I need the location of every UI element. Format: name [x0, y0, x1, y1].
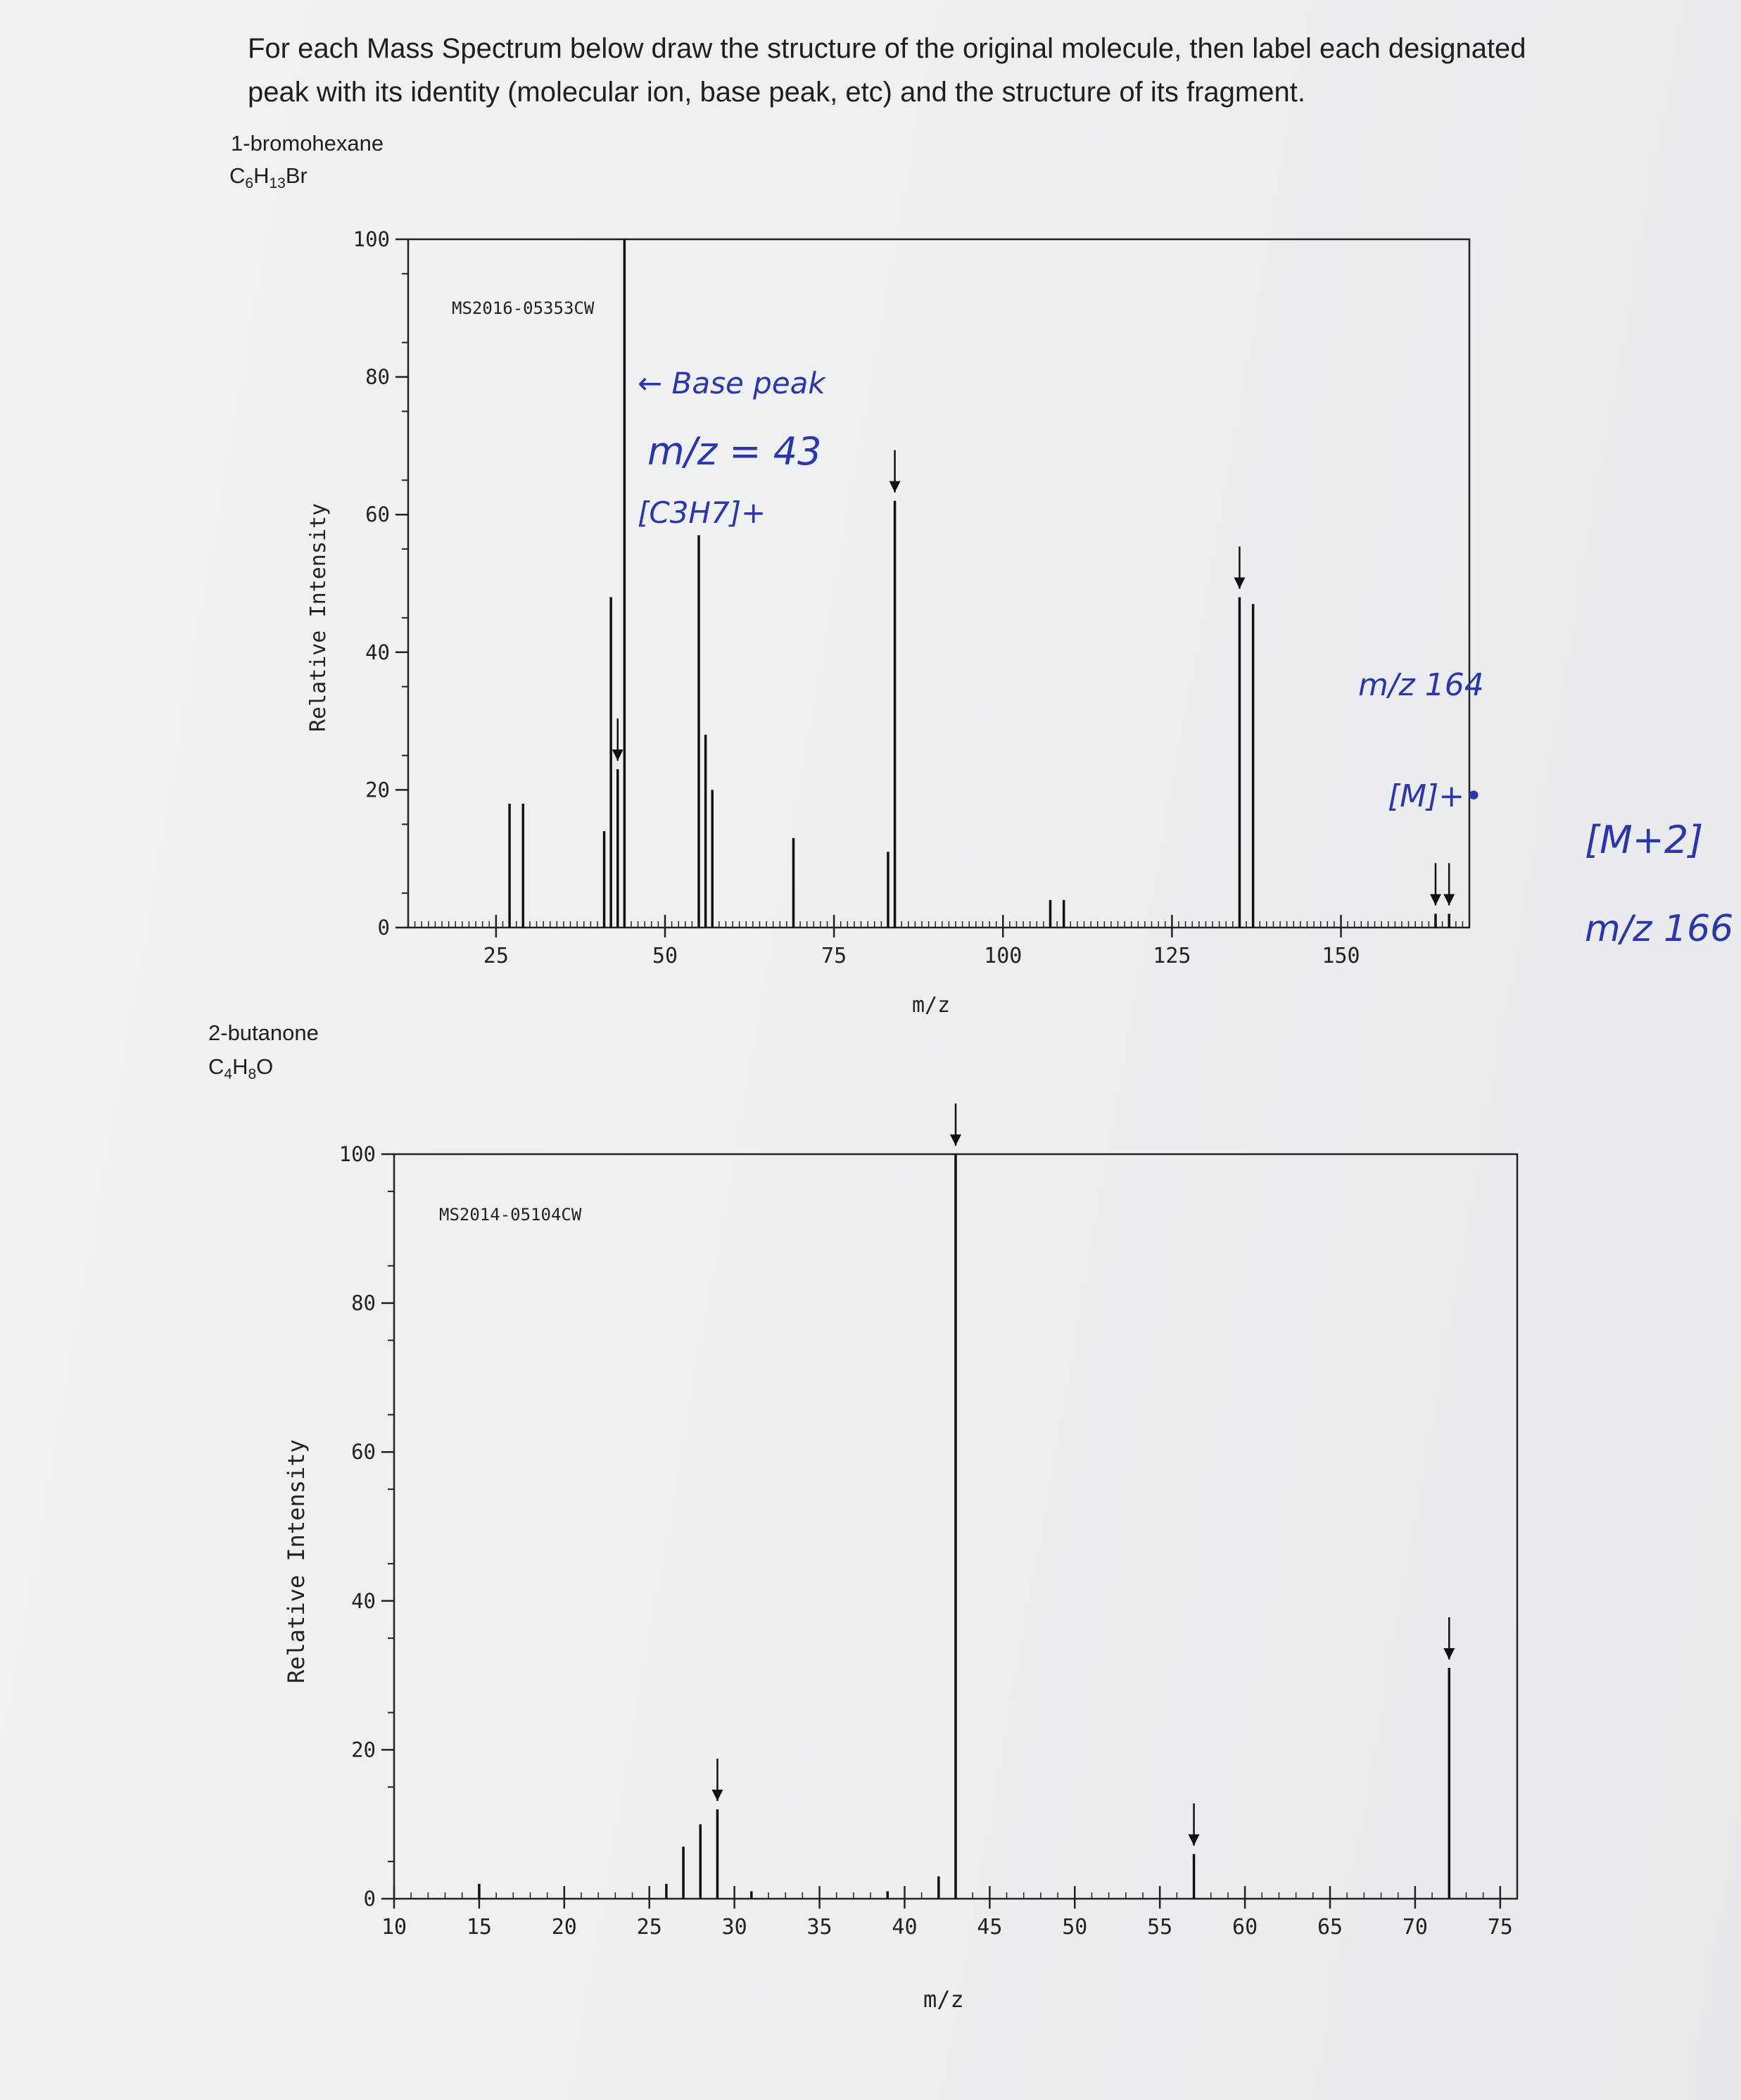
x-tick-label: 15 [467, 1915, 492, 1940]
molecular-ion-annotation: [M]+• [1388, 778, 1483, 814]
y-tick-label: 40 [365, 640, 390, 664]
x-tick-label: 75 [1488, 1915, 1513, 1940]
designated-peak-arrowhead [1443, 1648, 1455, 1660]
chart2-code: MS2014-05104CW [439, 1205, 582, 1225]
x-tick-label: 50 [1062, 1915, 1087, 1940]
y-tick-label: 0 [378, 916, 390, 940]
compound2-formula: C4H8O [208, 1054, 274, 1083]
y-tick-label: 100 [339, 1142, 376, 1166]
compound1-formula: C6H13Br [229, 163, 308, 192]
x-tick-label: 35 [806, 1915, 832, 1940]
chart2-xlabel: m/z [923, 1986, 964, 2013]
x-tick-label: 45 [977, 1915, 1002, 1940]
base-peak-annotation: ← Base peak [638, 366, 825, 400]
x-tick-label: 55 [1147, 1915, 1172, 1940]
mz164-annotation: m/z 164 [1358, 667, 1484, 703]
chart1-frame [407, 238, 1471, 929]
instructions-text: For each Mass Spectrum below draw the st… [248, 33, 1526, 108]
x-tick-label: 70 [1403, 1915, 1428, 1940]
x-tick-label: 25 [637, 1915, 662, 1940]
m-plus-2-annotation: [M+2] [1585, 818, 1704, 862]
y-tick-label: 40 [351, 1589, 376, 1613]
designated-peak-arrowhead [711, 1790, 723, 1802]
chart1-xlabel: m/z [912, 993, 950, 1018]
chart2-ylabel: Relative Intensity [283, 1439, 310, 1683]
fragment-annotation: [C3H7]+ [638, 495, 766, 530]
mz43-annotation: m/z = 43 [647, 429, 822, 474]
y-tick-label: 60 [365, 502, 390, 526]
x-tick-label: 10 [381, 1915, 407, 1940]
compound2-name: 2-butanone [208, 1020, 319, 1045]
x-tick-label: 100 [984, 944, 1022, 968]
y-tick-label: 100 [353, 227, 390, 251]
y-tick-label: 80 [365, 365, 390, 389]
compound1-name: 1-bromohexane [231, 131, 384, 156]
y-tick-label: 20 [365, 778, 390, 802]
x-tick-label: 75 [821, 944, 847, 968]
x-tick-label: 125 [1153, 944, 1191, 968]
y-tick-label: 0 [364, 1887, 376, 1911]
y-tick-label: 20 [351, 1738, 376, 1761]
x-tick-label: 150 [1322, 944, 1360, 968]
designated-peak-arrowhead [1429, 894, 1441, 906]
x-tick-label: 60 [1232, 1915, 1258, 1940]
x-tick-label: 30 [722, 1915, 747, 1940]
designated-peak-arrowhead [612, 749, 623, 761]
designated-peak-arrowhead [1188, 1834, 1200, 1846]
x-tick-label: 65 [1317, 1915, 1343, 1940]
x-tick-label: 40 [892, 1915, 917, 1940]
x-tick-label: 25 [483, 944, 509, 968]
x-tick-label: 20 [552, 1915, 577, 1940]
chart1-code: MS2016-05353CW [452, 298, 595, 318]
chart1-ylabel: Relative Intensity [306, 503, 331, 732]
y-tick-label: 60 [351, 1440, 376, 1464]
designated-peak-arrowhead [889, 481, 901, 493]
designated-peak-arrowhead [1443, 894, 1455, 906]
mz166-annotation: m/z 166 [1585, 908, 1734, 950]
x-tick-label: 50 [652, 944, 678, 968]
designated-peak-arrowhead [950, 1134, 961, 1146]
y-tick-label: 80 [351, 1291, 376, 1315]
designated-peak-arrowhead [1234, 577, 1246, 589]
